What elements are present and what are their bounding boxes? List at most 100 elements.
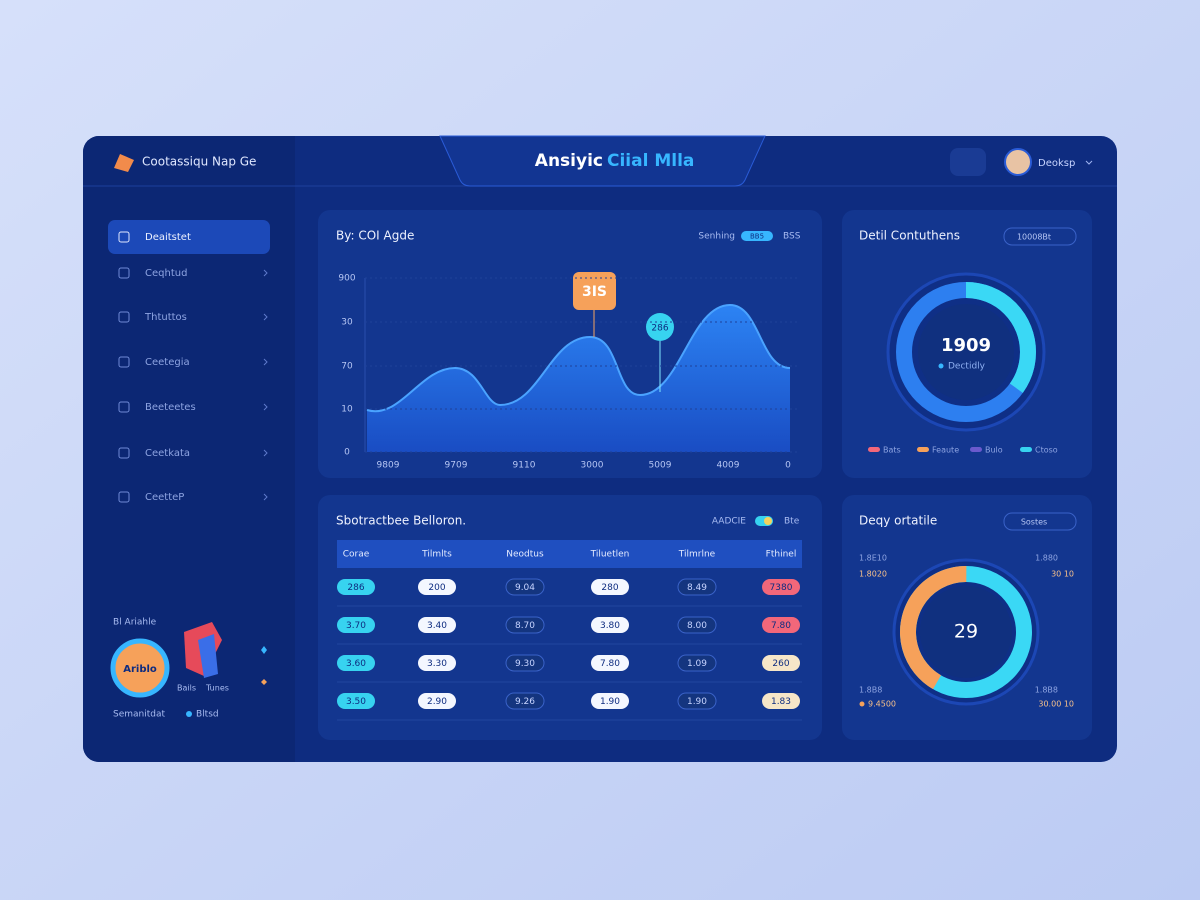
legend-label: Ctoso	[1035, 446, 1058, 455]
cell-pill	[418, 579, 456, 595]
nav-chevron	[263, 403, 268, 411]
side-label: 1.880	[1035, 554, 1058, 563]
table-cell: 3.50	[346, 697, 366, 707]
promo-illustration	[198, 634, 218, 678]
toggle-knob[interactable]	[764, 517, 772, 525]
app-title: Ansiyic	[535, 151, 603, 171]
table-cell: 9.04	[515, 583, 535, 593]
nav-item[interactable]: Ceetegia	[145, 357, 190, 368]
table-cell: 1.83	[771, 697, 791, 707]
app-title-accent: Ciial Mlla	[607, 151, 694, 171]
nav-icon[interactable]	[118, 447, 130, 459]
cell-pill	[337, 579, 375, 595]
cell-pill	[677, 692, 717, 710]
toggle[interactable]	[741, 231, 773, 241]
brand: Cootassiqu Nap Ge	[142, 155, 256, 169]
cell-pill	[505, 654, 545, 672]
filter-label[interactable]: Sostes	[1021, 518, 1047, 527]
table-cell: 2.90	[427, 697, 447, 707]
cell-pill	[591, 617, 629, 633]
donut-sub-dot	[938, 363, 944, 369]
side-label: 1.8020	[859, 570, 887, 579]
y-tick-label: 70	[341, 362, 353, 372]
nav-chevron	[263, 269, 268, 277]
legend-swatch	[1020, 447, 1032, 452]
x-tick-label: 9110	[513, 461, 536, 471]
side-label: 30 10	[1051, 570, 1074, 579]
nav-chevron	[263, 313, 268, 321]
donut-hole	[918, 304, 1014, 400]
nav-item[interactable]: Deaitstet	[145, 232, 191, 243]
nav-chevron	[263, 358, 268, 366]
filter-button[interactable]	[1003, 512, 1077, 531]
nav-icon[interactable]	[118, 267, 130, 279]
legend-swatch	[868, 447, 880, 452]
promo-label: Bails	[177, 684, 196, 693]
donut-hole	[920, 586, 1012, 678]
x-tick-label: 4009	[717, 461, 740, 471]
nav-icon[interactable]	[118, 231, 130, 243]
sidebar	[83, 136, 295, 762]
table-cell: 8.70	[515, 621, 535, 631]
table-header-cell: Tiluetlen	[590, 550, 630, 560]
table-cell: 7.80	[600, 659, 620, 669]
y-tick-label: 900	[338, 274, 355, 284]
donut-sub: Dectidly	[948, 362, 986, 372]
x-tick-label: 9709	[445, 461, 468, 471]
legend-swatch	[917, 447, 929, 452]
table-cell: 9.30	[515, 659, 535, 669]
nav-icon[interactable]	[118, 491, 130, 503]
table-header	[337, 540, 802, 568]
area-line	[366, 303, 791, 413]
card-title: Sbotractbee Belloron.	[336, 514, 466, 528]
cell-pill	[677, 654, 717, 672]
filter-button[interactable]	[1003, 227, 1077, 246]
cell-pill	[418, 655, 456, 671]
filter-label[interactable]: 10008Bt	[1017, 233, 1051, 242]
brand-logo	[114, 154, 134, 172]
legend-label: Feaute	[932, 446, 959, 455]
user-name[interactable]: Deoksp	[1038, 158, 1075, 169]
table-cell: 7.80	[771, 621, 791, 631]
table-card	[318, 495, 822, 740]
nav-icon[interactable]	[118, 401, 130, 413]
nav-item[interactable]: Ceqhtud	[145, 268, 187, 279]
card-title: Detil Contuthens	[859, 229, 960, 243]
nav-item[interactable]: Ceetkata	[145, 448, 190, 459]
table-cell: 286	[347, 583, 364, 593]
table-cell: 3.80	[600, 621, 620, 631]
x-tick-label: 5009	[649, 461, 672, 471]
table-header-cell: Fthinel	[766, 550, 797, 560]
promo-label: Tunes	[205, 684, 229, 693]
side-label: 1.8B8	[1035, 686, 1058, 695]
cell-pill	[762, 655, 800, 671]
table-cell: 9.26	[515, 697, 535, 707]
callout-bubble	[646, 313, 674, 341]
notification-button[interactable]	[950, 148, 986, 176]
nav-icon[interactable]	[118, 311, 130, 323]
promo-title: Bl Ariahle	[113, 618, 157, 628]
cell-pill	[762, 617, 800, 633]
legend-label: Bulo	[985, 446, 1003, 455]
side-dot	[859, 701, 865, 707]
nav-item[interactable]: CeetteP	[145, 492, 184, 503]
side-label: 9.4500	[868, 700, 896, 709]
toggle-label[interactable]: BB5	[750, 233, 764, 241]
donut-segment	[896, 282, 1036, 422]
table-cell: 1.09	[687, 659, 707, 669]
table-header-cell: Corae	[343, 550, 370, 560]
title-tab	[439, 135, 766, 187]
legend-swatch	[970, 447, 982, 452]
nav-item[interactable]: Thtuttos	[144, 312, 187, 323]
cell-pill	[591, 693, 629, 709]
sparkle	[261, 679, 267, 685]
avatar[interactable]	[1004, 148, 1032, 176]
promo-badge-label: Ariblo	[123, 664, 157, 675]
nav-item[interactable]: Beeteetes	[145, 402, 196, 413]
legend-label: AADCIE	[712, 517, 746, 527]
nav-icon[interactable]	[118, 356, 130, 368]
nav-chevron	[263, 493, 268, 501]
side-label: 30.00 10	[1038, 700, 1074, 709]
y-tick-label: 10	[341, 405, 353, 415]
